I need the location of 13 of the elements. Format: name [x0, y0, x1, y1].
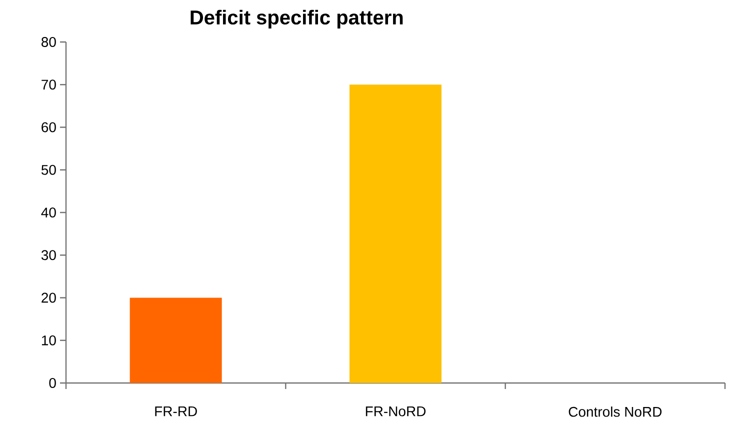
x-tick-label: FR-RD [155, 406, 197, 416]
y-tick-label: 0 [49, 378, 56, 388]
y-tick-label: 30 [41, 250, 56, 260]
y-tick-label: 40 [41, 208, 56, 218]
x-tick-label: FR-NoRD [366, 406, 426, 416]
y-tick-label: 70 [42, 80, 56, 90]
y-tick-label: 20 [42, 292, 56, 303]
y-tick-label: 80 [42, 37, 56, 47]
x-tick-label: Controls NoRD [568, 406, 662, 417]
chart-title: Deficit specific pattern [190, 10, 403, 29]
y-tick-label: 50 [41, 164, 56, 175]
y-tick-label: 60 [42, 122, 56, 132]
y-tick-label: 10 [42, 335, 56, 346]
